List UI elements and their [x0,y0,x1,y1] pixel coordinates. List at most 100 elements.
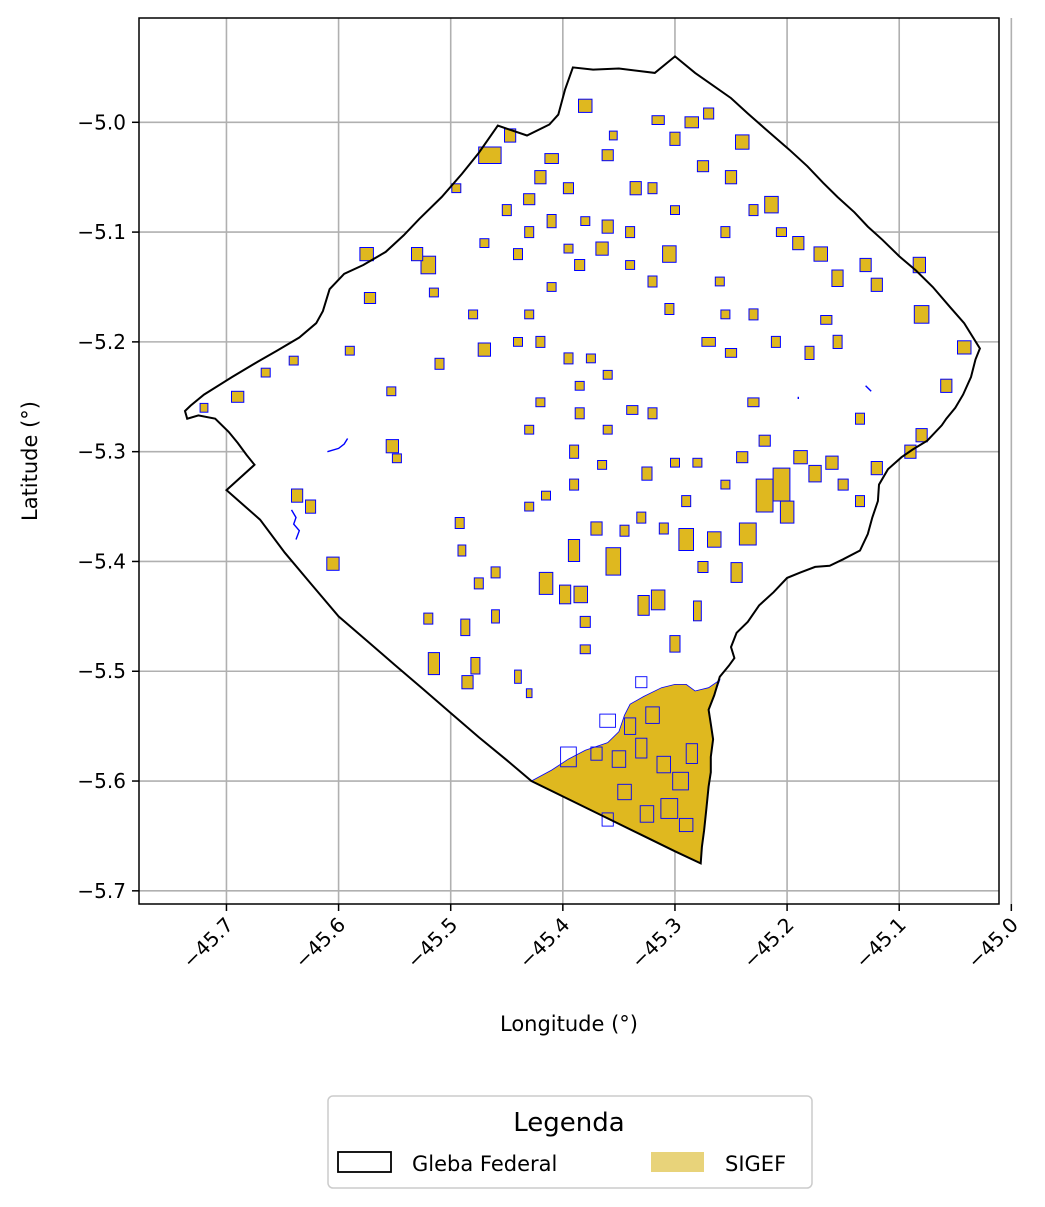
sigef-parcel [775,227,788,237]
sigef-parcel [697,561,709,573]
sigef-parcel [569,478,580,491]
sigef-parcel [602,424,613,435]
sigef-south-parcel [635,676,648,689]
sigef-parcel [525,688,533,699]
sigef-parcel [514,669,522,684]
sigef-parcel [813,246,828,262]
sigef-parcel [724,170,738,185]
sigef-parcel [647,407,658,420]
sigef-parcel [559,584,572,605]
gleba-federal-area [185,56,980,864]
sigef-south-parcel [560,746,577,768]
sigef-parcel [601,219,614,234]
sigef-parcel [650,589,666,611]
sigef-parcel [831,269,844,287]
legend-title: Legenda [513,1108,624,1138]
sigef-parcel [535,397,546,408]
sigef-parcel [428,287,439,298]
sigef-parcel [363,292,377,304]
sigef-parcel [260,367,271,378]
sigef-parcel [913,305,930,324]
legend-label-sigef: SIGEF [725,1152,786,1176]
sigef-parcel [696,160,710,173]
sigef-parcel [720,226,731,239]
y-axis-ticks: −5.0 −5.1 −5.2 −5.3 −5.4 −5.5 −5.6 −5.7 [77,110,139,903]
sigef-parcel [915,428,928,443]
sigef-parcel [748,204,759,217]
sigef-parcel [288,355,299,366]
sigef-parcel [524,501,535,512]
y-tick-label: −5.5 [77,659,126,683]
sigef-parcel [636,511,647,524]
sigef-parcel [629,181,642,196]
map-layer [183,55,982,865]
y-tick-label: −5.6 [77,769,126,793]
sigef-parcel [855,495,865,508]
sigef-parcel [231,390,245,403]
sigef-parcel [772,467,791,502]
sigef-south-parcel [656,755,671,774]
sigef-parcel [199,402,209,413]
sigef-parcel [641,466,653,481]
sigef-parcel [670,205,680,215]
sigef-parcel [738,522,757,546]
sigef-parcel [546,214,557,229]
sigef-parcel [344,345,355,356]
sigef-parcel [451,183,462,194]
sigef-parcel [626,405,639,415]
sigef-south-parcel [599,713,616,728]
sigef-parcel [468,309,479,320]
sigef-parcel [563,243,574,254]
sigef-parcels [199,98,972,833]
sigef-parcel [562,182,575,195]
sigef-parcel [605,547,622,576]
sigef-parcel [535,335,546,348]
sigef-parcel [859,257,872,273]
sigef-parcel [580,216,591,226]
sigef-parcel [647,275,658,288]
sigef-parcel [567,539,581,562]
sigef-parcel [546,282,557,292]
sigef-south-parcel [678,817,694,833]
sigef-parcel [574,407,585,420]
sigef-parcel [538,571,554,595]
sigef-parcel [625,260,636,270]
y-tick-label: −5.1 [77,220,126,244]
water-feature [327,438,349,453]
y-tick-label: −5.3 [77,440,126,464]
sigef-parcel [544,153,559,165]
sigef-parcel [534,170,547,185]
sigef-parcel [579,615,591,628]
sigef-parcel [423,612,434,625]
sigef-parcel [755,478,774,513]
sigef-parcel [651,115,665,125]
sigef-south-parcel [645,706,660,724]
y-tick-label: −5.7 [77,879,126,903]
sigef-parcel [578,98,593,113]
sigef-parcel [619,524,630,537]
sigef-parcel [470,657,481,675]
gleba-federal-boundary [183,55,982,865]
sigef-parcel [386,386,397,397]
sigef-parcel [427,652,440,676]
sigef-parcel [454,517,465,529]
sigef-parcel [513,248,523,261]
sigef-parcel [681,495,692,508]
water-feature [865,385,872,392]
sigef-parcel [662,245,677,263]
sigef-parcel [574,259,586,271]
sigef-parcel [434,357,445,370]
sigef-parcel [808,464,822,483]
sigef-parcel [825,455,839,470]
sigef-parcel [779,500,795,524]
sigef-parcel [701,337,716,347]
sigef-parcel [460,618,471,637]
sigef-parcel [478,146,502,164]
sigef-parcel [764,195,779,214]
sigef-parcel [590,521,603,536]
sigef-parcel [573,585,588,604]
sigef-parcel [707,531,722,548]
sigef-parcel [714,276,725,287]
sigef-parcel [658,522,669,535]
sigef-parcel [595,241,609,256]
